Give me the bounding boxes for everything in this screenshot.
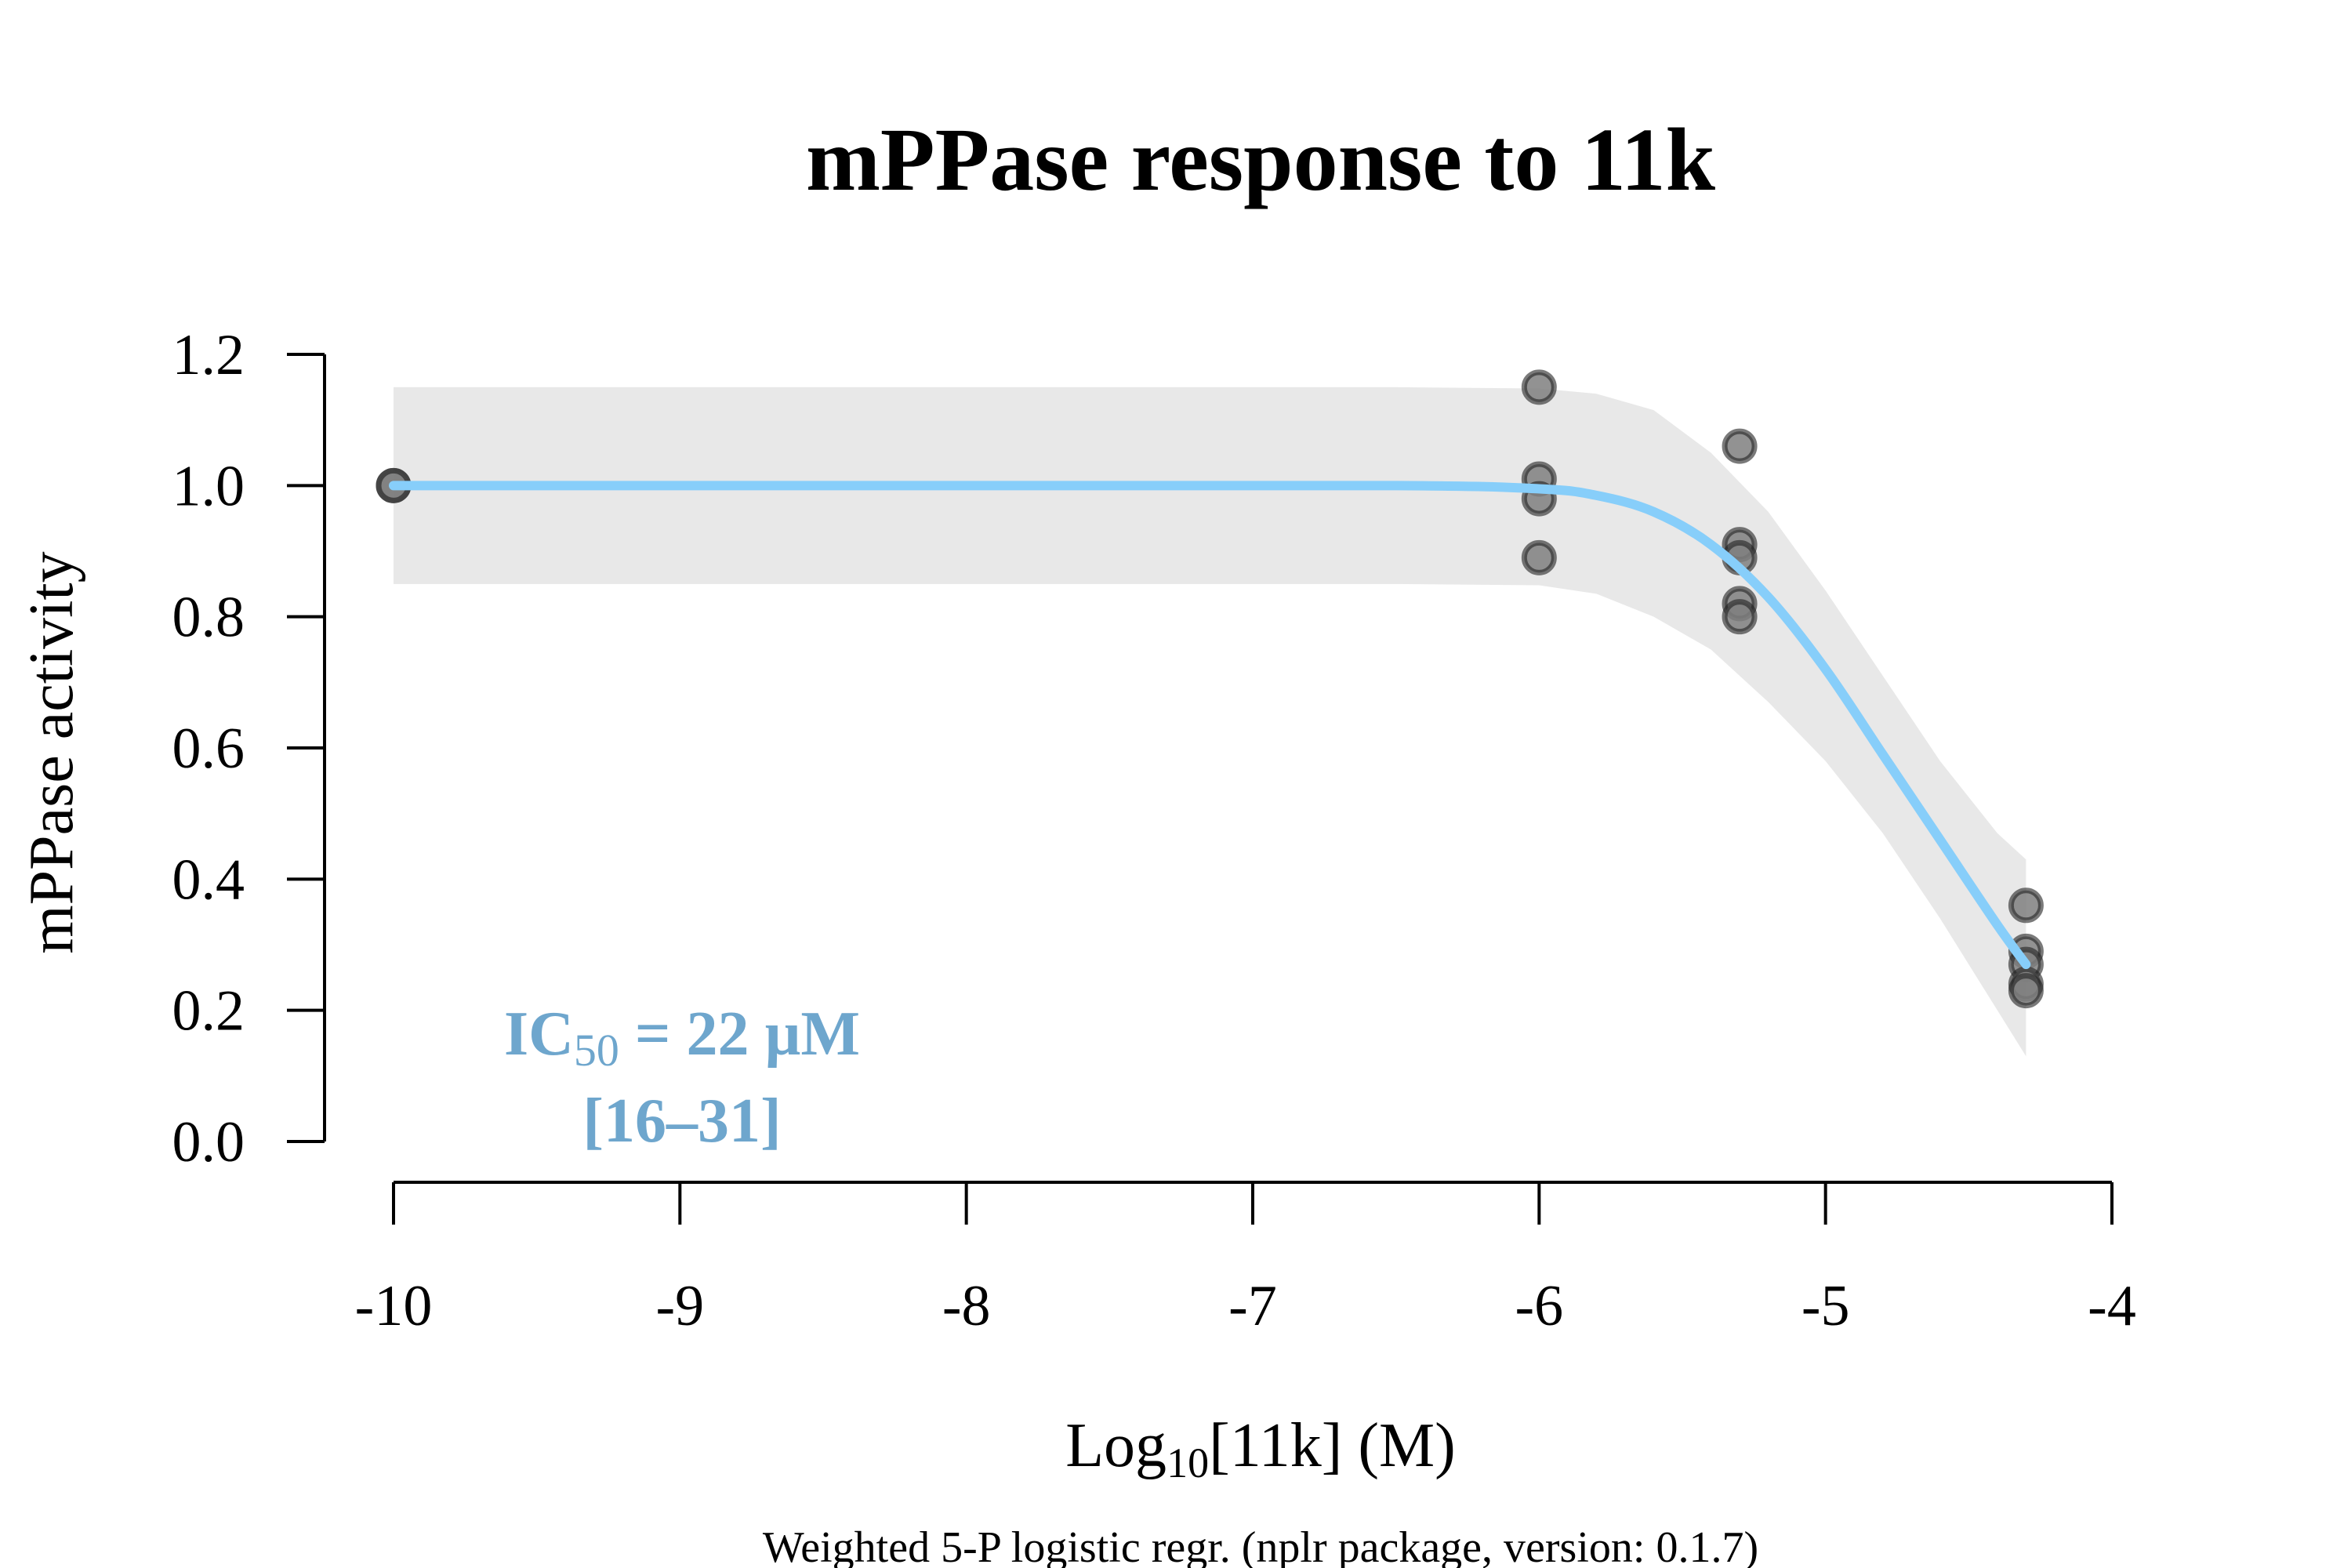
x-tick-label: -6	[1515, 1274, 1564, 1338]
ic50-annotation: IC50 = 22 µM	[504, 1000, 860, 1076]
data-point	[1521, 539, 1557, 575]
data-point	[1521, 369, 1557, 405]
ic50-value: = 22 µM	[619, 1000, 860, 1069]
data-point	[1722, 599, 1758, 635]
y-tick-label: 0.8	[172, 586, 245, 650]
y-axis: 0.0 0.2 0.4 0.6 0.8 1.0 1.2	[172, 323, 326, 1174]
y-tick-label: 1.2	[172, 323, 245, 387]
x-axis-title-subscript: 10	[1166, 1439, 1209, 1486]
x-tick-label: -10	[355, 1274, 433, 1338]
ic50-confidence-range: [16–31]	[582, 1087, 781, 1156]
ic50-subscript: 50	[574, 1025, 619, 1076]
x-axis-title-base: Log	[1065, 1411, 1166, 1480]
y-tick-label: 0.2	[172, 979, 245, 1044]
x-tick-label: -7	[1228, 1274, 1277, 1338]
chart-title: mPPase response to 11k	[806, 110, 1716, 209]
y-tick-label: 0.0	[172, 1110, 245, 1174]
y-axis-title: mPPase activity	[17, 551, 86, 953]
x-tick-label: -8	[942, 1274, 991, 1338]
y-tick-label: 0.6	[172, 717, 245, 781]
x-tick-label: -4	[2088, 1274, 2136, 1338]
method-footnote: Weighted 5-P logistic regr. (nplr packag…	[763, 1523, 1758, 1568]
fit-curve	[389, 481, 2031, 970]
x-axis-title: Log10[11k] (M)	[1065, 1411, 1456, 1486]
data-point	[2008, 887, 2044, 924]
data-point	[2008, 973, 2044, 1009]
data-point	[1722, 428, 1758, 464]
y-tick-label: 1.0	[172, 454, 245, 518]
x-tick-label: -9	[656, 1274, 705, 1338]
y-tick-label: 0.4	[172, 848, 245, 912]
x-axis-title-rest: [11k] (M)	[1209, 1411, 1456, 1480]
x-axis: -10 -9 -8 -7 -6 -5 -4	[355, 1181, 2136, 1338]
ic50-prefix: IC	[504, 1000, 574, 1069]
confidence-band	[394, 387, 2026, 1057]
x-tick-label: -5	[1801, 1274, 1850, 1338]
